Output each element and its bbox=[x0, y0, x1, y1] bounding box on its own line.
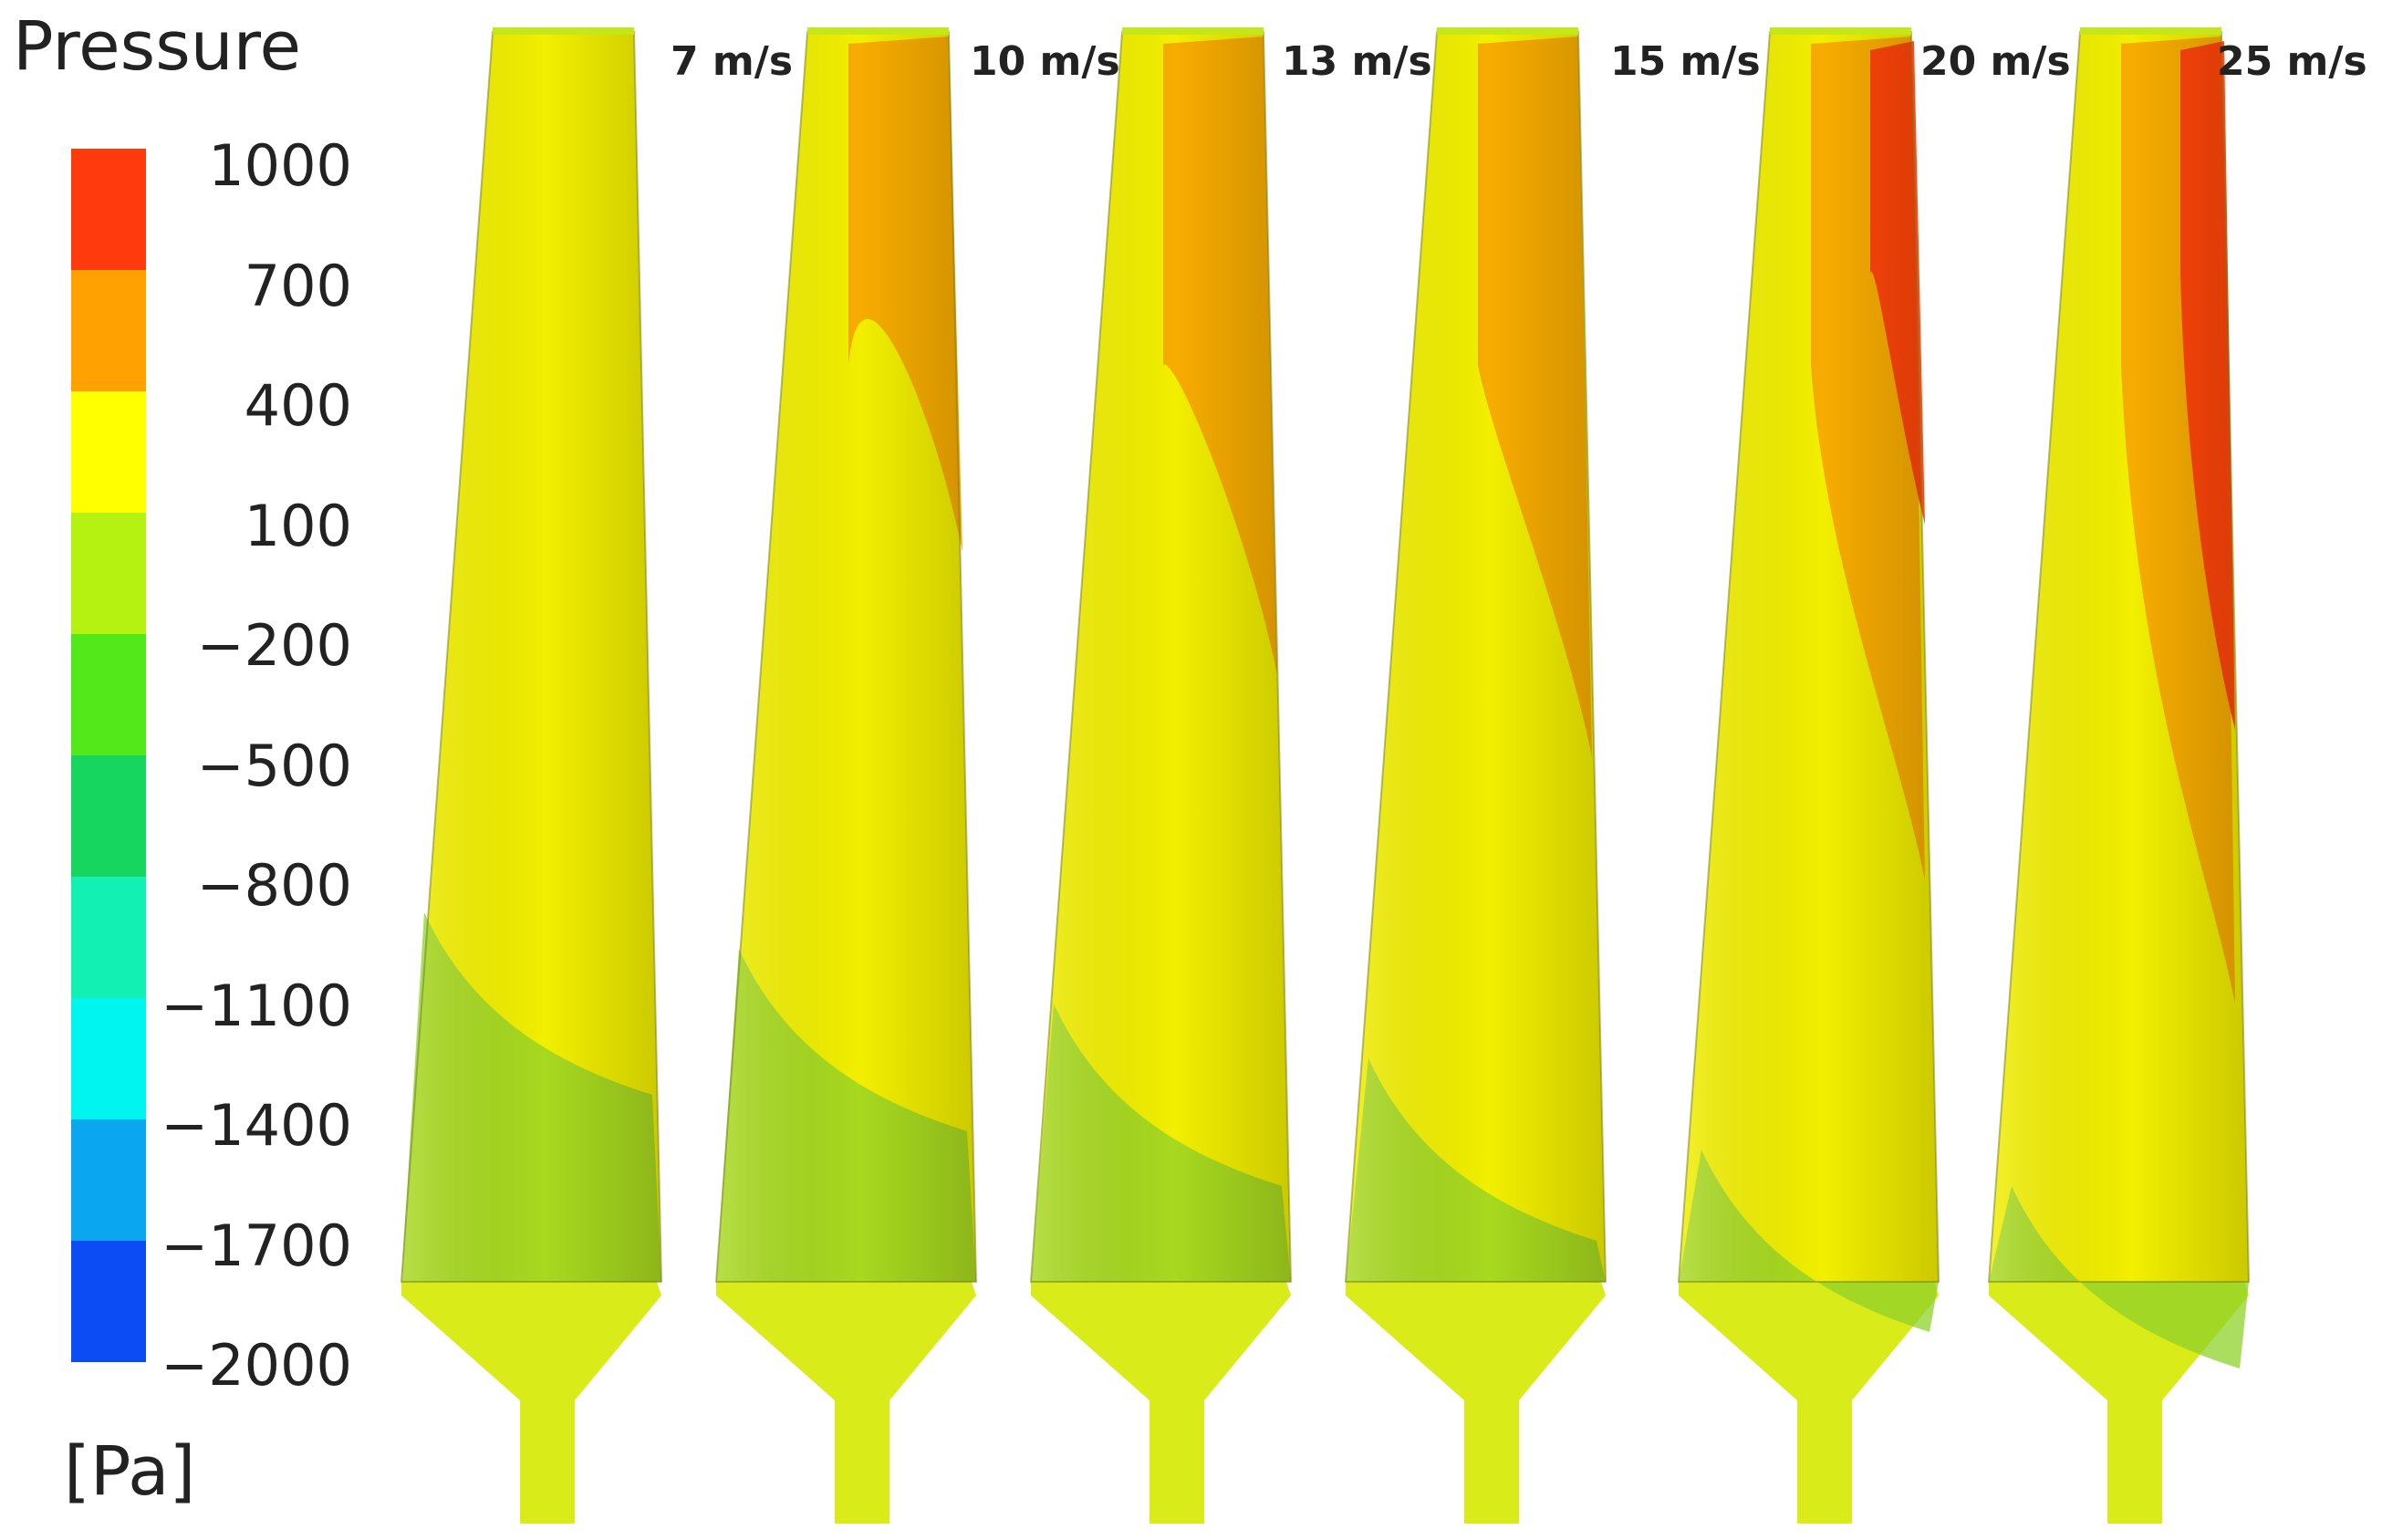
blade-tip bbox=[1122, 27, 1264, 35]
blade-tip bbox=[2080, 27, 2221, 35]
legend-tick-label: 700 bbox=[244, 252, 352, 319]
low-pressure-region bbox=[1679, 1150, 1939, 1332]
blade-root bbox=[1346, 1282, 1606, 1524]
blade-tip bbox=[1770, 27, 1911, 35]
blade-tip bbox=[1437, 27, 1578, 35]
blade-shading bbox=[716, 32, 976, 1282]
legend-tick-label: −800 bbox=[196, 852, 352, 919]
blade-root bbox=[1679, 1282, 1939, 1524]
blade-tip bbox=[493, 27, 634, 35]
legend-title: Pressure bbox=[13, 7, 301, 86]
blade-shading bbox=[1989, 32, 2249, 1282]
blade-root bbox=[401, 1282, 661, 1524]
legend-unit: [Pa] bbox=[64, 1432, 196, 1511]
legend-band bbox=[71, 270, 146, 391]
blade-shading bbox=[401, 32, 661, 1282]
legend-band bbox=[71, 149, 146, 270]
legend-band bbox=[71, 877, 146, 998]
legend-band bbox=[71, 634, 146, 755]
legend-tick-label: −2000 bbox=[161, 1332, 352, 1399]
wind-speed-label: 13 m/s bbox=[1282, 38, 1432, 85]
blade-root bbox=[1031, 1282, 1291, 1524]
blade-shading bbox=[1679, 32, 1939, 1282]
legend-band bbox=[71, 998, 146, 1119]
blade-root bbox=[716, 1282, 976, 1524]
legend-band bbox=[71, 391, 146, 513]
low-pressure-region bbox=[1989, 1186, 2249, 1368]
pressure-color-scale bbox=[71, 149, 146, 1362]
legend-tick-label: −500 bbox=[196, 732, 352, 799]
legend-tick-label: −1700 bbox=[161, 1212, 352, 1279]
blade-tip bbox=[807, 27, 949, 35]
wind-speed-label: 20 m/s bbox=[1920, 38, 2071, 85]
wind-speed-label: 25 m/s bbox=[2217, 38, 2367, 85]
legend-band bbox=[71, 755, 146, 877]
legend-tick-label: 100 bbox=[244, 492, 352, 559]
legend-band bbox=[71, 1241, 146, 1362]
blade-shading bbox=[1346, 32, 1606, 1282]
legend-tick-label: 1000 bbox=[208, 132, 352, 199]
legend-band bbox=[71, 1119, 146, 1241]
blade-shading bbox=[1031, 32, 1291, 1282]
wind-speed-label: 15 m/s bbox=[1610, 38, 1761, 85]
wind-speed-label: 10 m/s bbox=[970, 38, 1120, 85]
legend-tick-label: −1100 bbox=[161, 972, 352, 1039]
legend-tick-label: −200 bbox=[196, 612, 352, 679]
legend-band bbox=[71, 513, 146, 634]
legend-tick-label: 400 bbox=[244, 372, 352, 439]
legend-tick-label: −1400 bbox=[161, 1092, 352, 1159]
wind-speed-label: 7 m/s bbox=[671, 38, 794, 85]
